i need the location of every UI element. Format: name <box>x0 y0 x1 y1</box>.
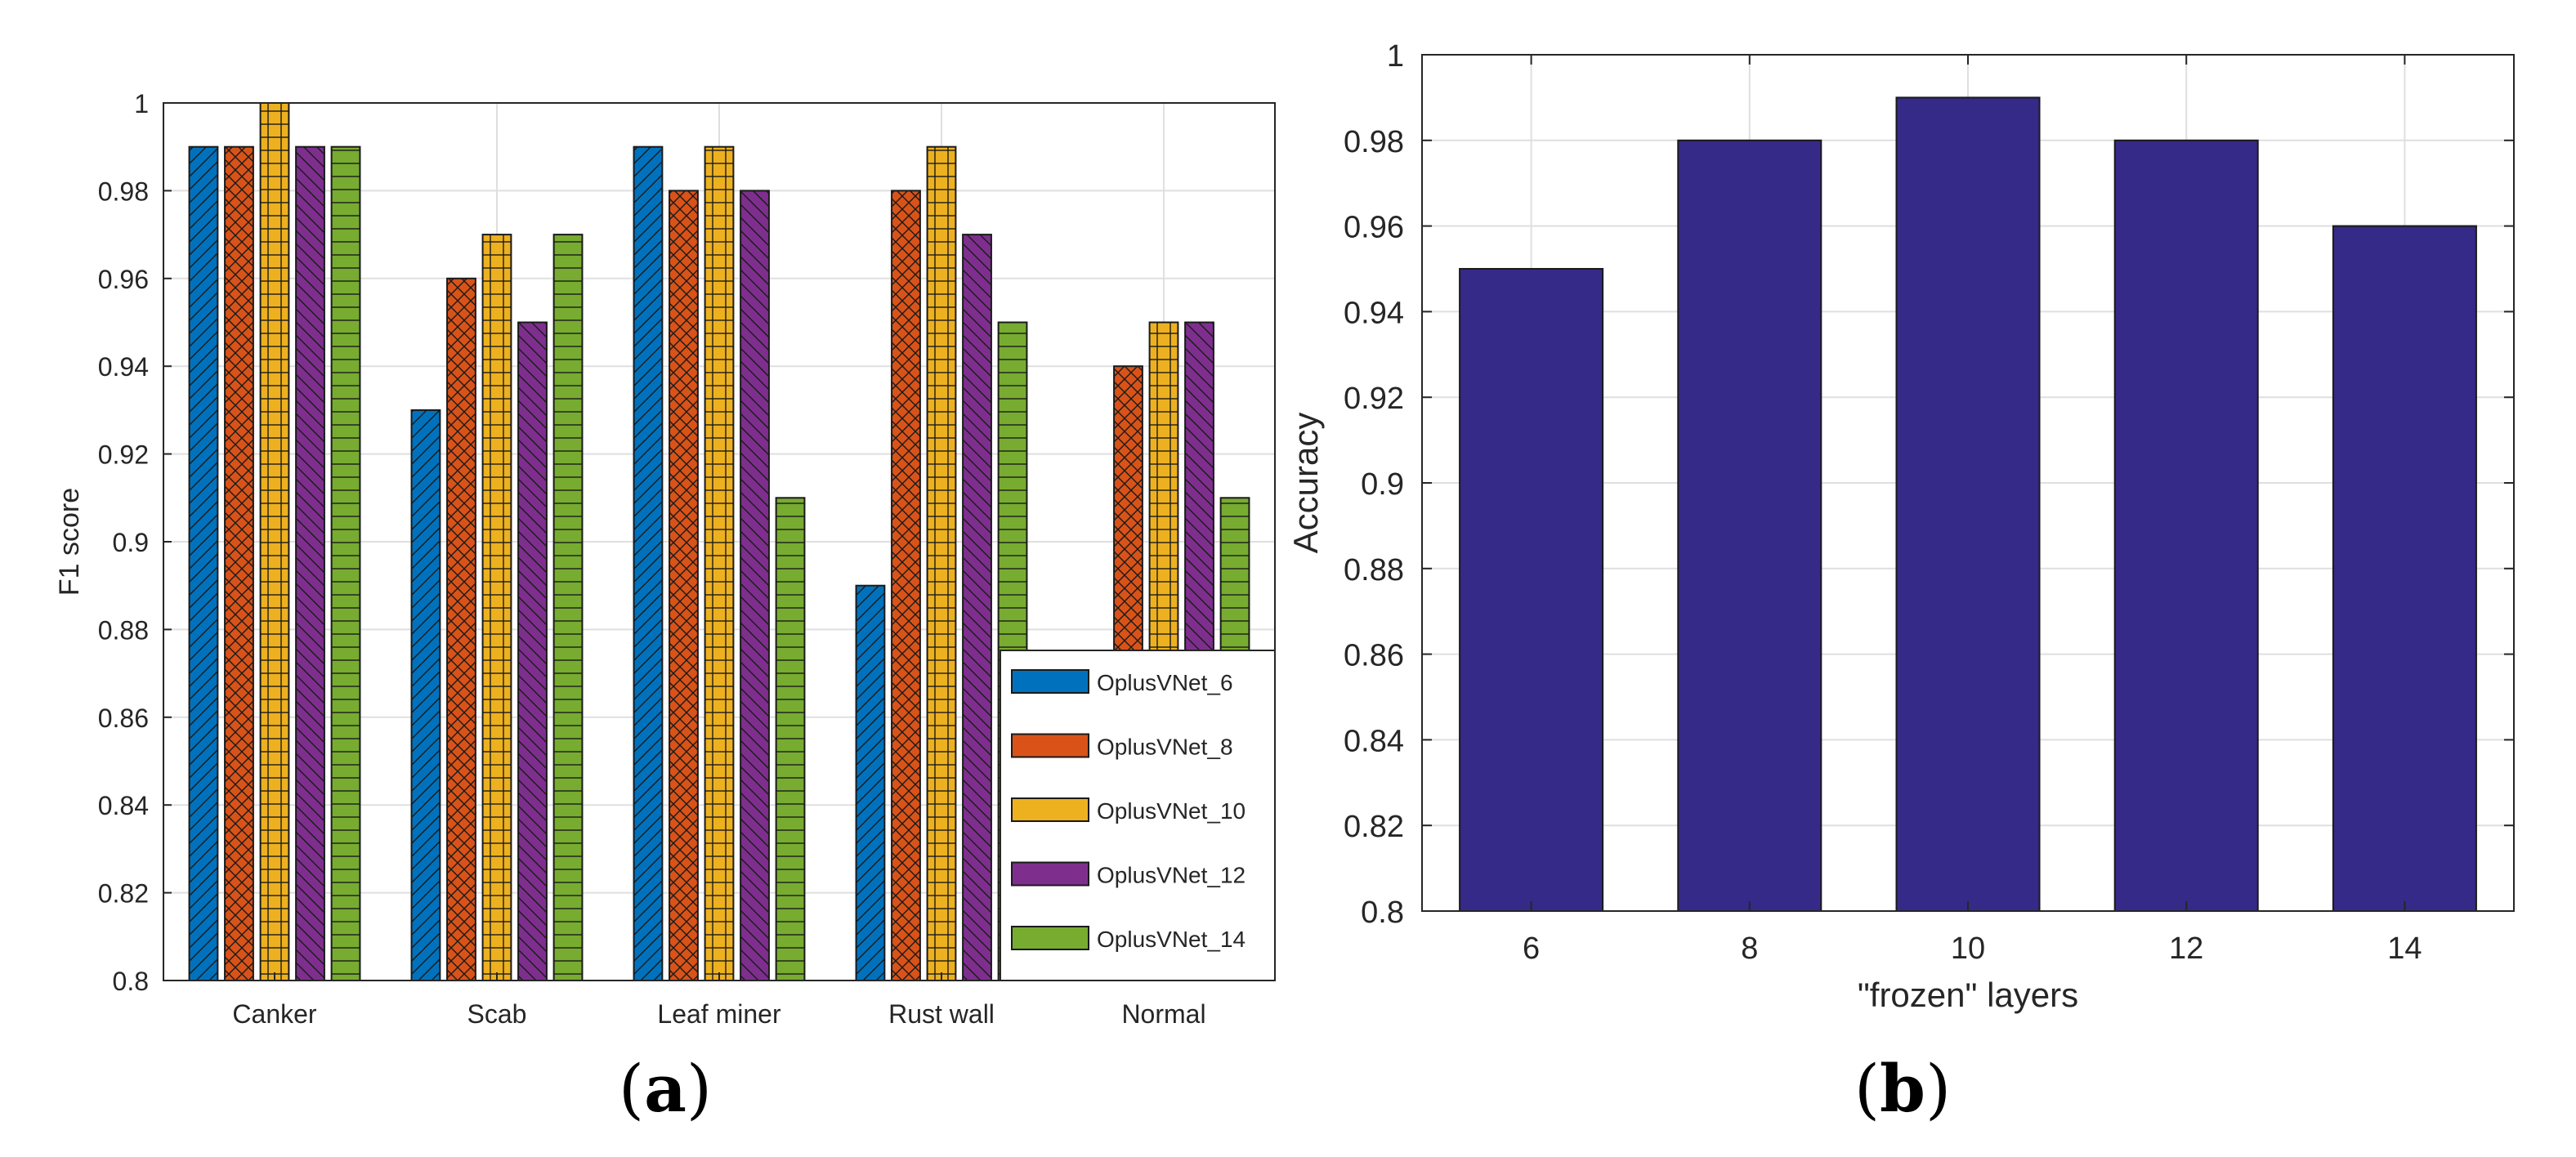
bar-oplusvnet-14-canker <box>330 145 361 981</box>
x-axis-label-b: "frozen" layers <box>1858 976 2078 1014</box>
y-tick-label: 0.88 <box>98 615 149 645</box>
x-tick-label-leaf-miner: Leaf miner <box>657 999 781 1029</box>
bar-oplusvnet-8-leaf-miner <box>669 190 699 981</box>
y-tick-label: 0.92 <box>1344 382 1404 416</box>
bar-oplusvnet-14-scab <box>552 234 584 982</box>
y-tick-label: 0.94 <box>98 352 149 382</box>
legend-label-oplusvnet-12: OplusVNet_12 <box>1097 863 1246 888</box>
y-ticks-a: 0.8 0.82 0.84 0.86 0.88 0.9 0.92 0.94 0.96 0.98 1 <box>98 89 172 996</box>
x-tick-label-normal: Normal <box>1121 999 1205 1029</box>
legend-a: OplusVNet_6 OplusVNet_8 OplusVNet_10 OplusV… <box>1000 650 1276 981</box>
x-tick-label-rust-wall: Rust wall <box>888 999 995 1029</box>
bar-frozen-12 <box>2113 139 2259 913</box>
x-tick-label-canker: Canker <box>232 999 317 1029</box>
bar-oplusvnet-12-scab <box>517 321 548 981</box>
y-tick-label: 0.82 <box>98 879 149 909</box>
y-tick-label: 0.96 <box>1344 211 1404 245</box>
legend-swatch-oplusvnet-8 <box>1011 733 1089 758</box>
panel-label-b: (b) <box>1854 1050 1951 1127</box>
bar-oplusvnet-12-leaf-miner <box>740 190 770 981</box>
bar-frozen-14 <box>2332 225 2477 913</box>
y-tick-label: 0.84 <box>1344 724 1404 758</box>
bar-oplusvnet-6-leaf-miner <box>633 145 664 981</box>
legend-swatch-oplusvnet-12 <box>1011 861 1089 887</box>
bar-oplusvnet-6-canker <box>188 145 219 981</box>
legend-label-oplusvnet-8: OplusVNet_8 <box>1097 735 1233 760</box>
y-tick-label: 1 <box>1387 39 1404 74</box>
x-ticks-b: 6 8 10 12 14 <box>1523 55 2422 966</box>
y-ticks-b: 0.8 0.82 0.84 0.86 0.88 0.9 0.92 0.94 0.96 0.98 1 <box>1344 39 2514 930</box>
y-tick-label: 0.9 <box>113 528 149 557</box>
y-tick-label: 1 <box>134 89 149 118</box>
y-tick-label: 0.96 <box>98 265 149 294</box>
legend-label-oplusvnet-10: OplusVNet_10 <box>1097 798 1246 824</box>
bar-oplusvnet-10-scab <box>481 234 512 982</box>
y-tick-label: 0.9 <box>1361 467 1404 502</box>
y-tick-label: 0.84 <box>98 791 149 820</box>
legend-label-oplusvnet-14: OplusVNet_14 <box>1097 927 1246 952</box>
bar-oplusvnet-12-rust-wall <box>962 234 992 982</box>
legend-swatch-oplusvnet-6 <box>1011 669 1089 694</box>
y-tick-label: 0.86 <box>98 704 149 733</box>
x-tick-label-14: 14 <box>2387 931 2422 966</box>
x-ticks-a: Canker Scab Leaf miner Rust wall Normal <box>232 972 1206 1029</box>
legend-swatch-oplusvnet-10 <box>1011 797 1089 822</box>
y-tick-label: 0.82 <box>1344 810 1404 844</box>
y-tick-label: 0.92 <box>98 440 149 470</box>
x-tick-label-12: 12 <box>2169 931 2203 966</box>
y-tick-label: 0.98 <box>1344 125 1404 159</box>
bar-frozen-8 <box>1677 139 1822 913</box>
bar-oplusvnet-6-rust-wall <box>855 584 886 981</box>
bar-oplusvnet-14-leaf-miner <box>775 497 806 981</box>
f1-score-chart: 0.80.820.840.860.880.90.920.940.960.981 … <box>54 89 1276 1127</box>
y-tick-label: 0.86 <box>1344 639 1404 673</box>
bar-oplusvnet-8-canker <box>224 145 254 981</box>
bar-oplusvnet-8-rust-wall <box>891 190 921 981</box>
bar-oplusvnet-12-canker <box>295 145 325 981</box>
accuracy-chart: 0.80.820.840.860.880.90.920.940.960.981 … <box>1286 39 2515 1127</box>
y-axis-label-a: F1 score <box>54 488 85 596</box>
bar-oplusvnet-10-leaf-miner <box>704 145 735 981</box>
bar-oplusvnet-10-canker <box>259 102 290 981</box>
y-tick-label: 0.88 <box>1344 553 1404 587</box>
x-tick-label-scab: Scab <box>467 999 527 1029</box>
x-tick-label-10: 10 <box>1951 931 1985 966</box>
x-tick-label-6: 6 <box>1523 931 1540 966</box>
bars-b <box>1459 96 2477 913</box>
y-tick-label: 0.8 <box>113 967 149 996</box>
bar-oplusvnet-6-scab <box>410 409 441 981</box>
legend-label-oplusvnet-6: OplusVNet_6 <box>1097 670 1233 695</box>
bar-oplusvnet-10-rust-wall <box>926 145 957 981</box>
y-tick-label: 0.98 <box>98 176 149 206</box>
bar-frozen-10 <box>1895 96 2041 912</box>
y-axis-label-b: Accuracy <box>1286 413 1325 554</box>
y-tick-label: 0.8 <box>1361 896 1404 930</box>
bar-oplusvnet-8-scab <box>446 277 476 981</box>
panel-label-a: (a) <box>619 1050 712 1127</box>
bar-frozen-6 <box>1459 268 1604 912</box>
legend-swatch-oplusvnet-14 <box>1011 926 1089 950</box>
x-tick-label-8: 8 <box>1741 931 1758 966</box>
y-tick-label: 0.94 <box>1344 296 1404 330</box>
